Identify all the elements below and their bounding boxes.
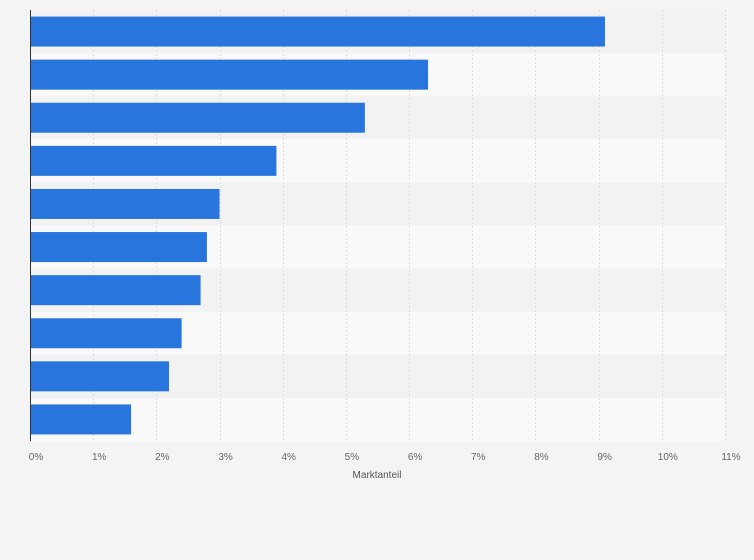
x-tick-label: 7%	[471, 452, 486, 463]
bar[interactable]	[30, 102, 365, 133]
bar[interactable]	[30, 188, 220, 219]
bar[interactable]	[30, 361, 169, 392]
bars	[30, 16, 605, 435]
x-tick-label: 4%	[282, 452, 297, 463]
bar[interactable]	[30, 275, 201, 306]
x-tick-label: 11%	[721, 452, 740, 463]
x-tick-label: 9%	[597, 452, 612, 463]
row-band	[30, 397, 725, 441]
x-axis-title: Marktanteil	[353, 470, 402, 481]
bar[interactable]	[30, 232, 207, 263]
x-tick-label: 8%	[534, 452, 549, 463]
x-tick-label: 10%	[658, 452, 678, 463]
x-tick-label: 6%	[408, 452, 423, 463]
x-tick-label: 2%	[155, 452, 170, 463]
x-tick-label: 0%	[29, 452, 44, 463]
bar[interactable]	[30, 318, 182, 349]
x-tick-label: 5%	[345, 452, 360, 463]
bar[interactable]	[30, 16, 605, 47]
bar[interactable]	[30, 404, 132, 435]
bar[interactable]	[30, 59, 429, 90]
x-tick-labels: 0% 1% 2% 3% 4% 5% 6% 7% 8% 9% 10% 11%	[29, 452, 741, 463]
x-tick-label: 3%	[218, 452, 233, 463]
x-tick-label: 1%	[92, 452, 107, 463]
bar[interactable]	[30, 145, 277, 176]
